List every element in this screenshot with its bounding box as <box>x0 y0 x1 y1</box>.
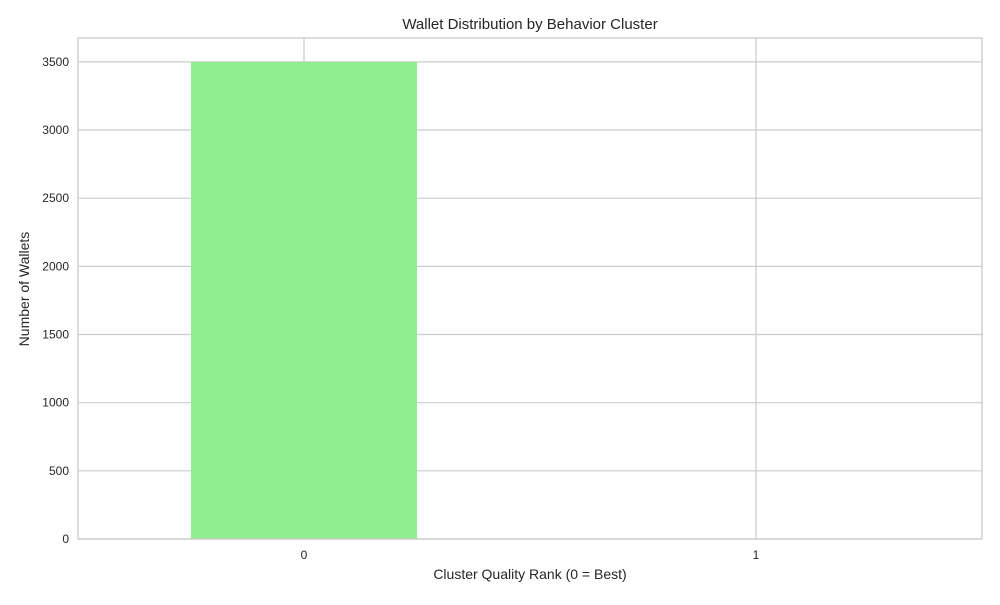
y-tick-label: 2500 <box>42 191 69 205</box>
x-tick-label: 1 <box>753 548 760 562</box>
y-axis-label: Number of Wallets <box>16 232 32 347</box>
x-tick-label: 0 <box>301 548 308 562</box>
chart-title: Wallet Distribution by Behavior Cluster <box>402 16 657 33</box>
y-tick-label: 0 <box>62 532 69 546</box>
plot-frame <box>77 37 983 540</box>
y-tick-labels: 0 500 1000 1500 2000 2500 3000 3500 <box>42 55 69 546</box>
y-tick-label: 500 <box>49 464 69 478</box>
y-tick-label: 1500 <box>42 328 69 342</box>
y-tick-label: 3500 <box>42 55 69 69</box>
y-tick-label: 1000 <box>42 396 69 410</box>
y-tick-label: 3000 <box>42 123 69 137</box>
bar-cluster-0 <box>191 61 417 539</box>
bars <box>191 61 417 539</box>
y-tick-label: 2000 <box>42 259 69 273</box>
x-axis-label: Cluster Quality Rank (0 = Best) <box>433 566 626 582</box>
